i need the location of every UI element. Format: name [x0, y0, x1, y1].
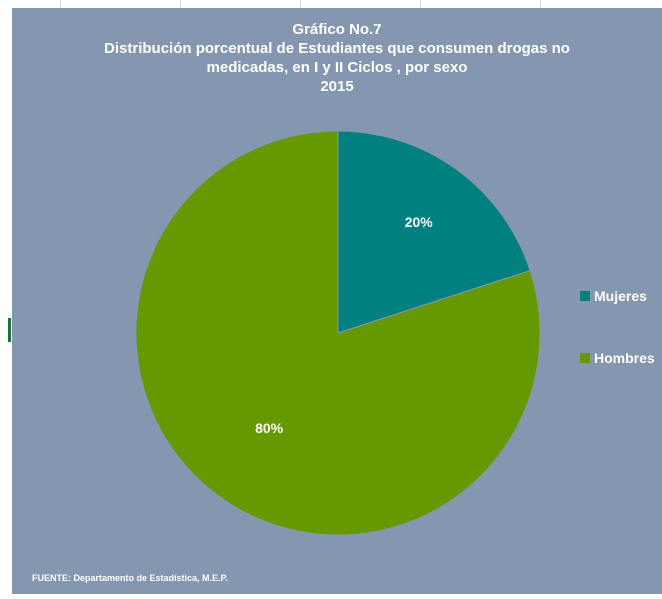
- legend-item-mujeres: Mujeres: [580, 288, 647, 304]
- chart-title-line-4: 2015: [320, 78, 354, 95]
- data-label-mujeres: 20%: [405, 214, 434, 230]
- grid-line: [540, 0, 541, 8]
- chart-title-line-1: Gráfico No.7: [292, 21, 382, 38]
- legend-label-hombres: Hombres: [594, 350, 655, 366]
- legend-swatch-mujeres: [580, 291, 590, 301]
- cell-selection-marker: [8, 318, 11, 342]
- grid-line: [180, 0, 181, 8]
- pie-slice-mujeres[interactable]: [337, 130, 531, 334]
- pie-chart[interactable]: 20% 80%: [12, 8, 662, 594]
- grid-line: [60, 0, 61, 8]
- chart-title-line-3: medicadas, en I y II Ciclos , por sexo: [206, 59, 468, 76]
- data-label-hombres: 80%: [255, 420, 284, 436]
- grid-line: [300, 0, 301, 8]
- legend-swatch-hombres: [580, 353, 590, 363]
- legend-item-hombres: Hombres: [580, 350, 655, 366]
- chart-title: Gráfico No.7 Distribución porcentual de …: [12, 20, 662, 96]
- pie-slice-hombres[interactable]: [135, 130, 541, 536]
- chart-area[interactable]: Gráfico No.7 Distribución porcentual de …: [12, 8, 662, 594]
- grid-line: [420, 0, 421, 8]
- legend-label-mujeres: Mujeres: [594, 288, 647, 304]
- source-note: FUENTE: Departamento de Estadística, M.E…: [32, 573, 228, 583]
- chart-title-line-2: Distribución porcentual de Estudiantes q…: [104, 40, 570, 57]
